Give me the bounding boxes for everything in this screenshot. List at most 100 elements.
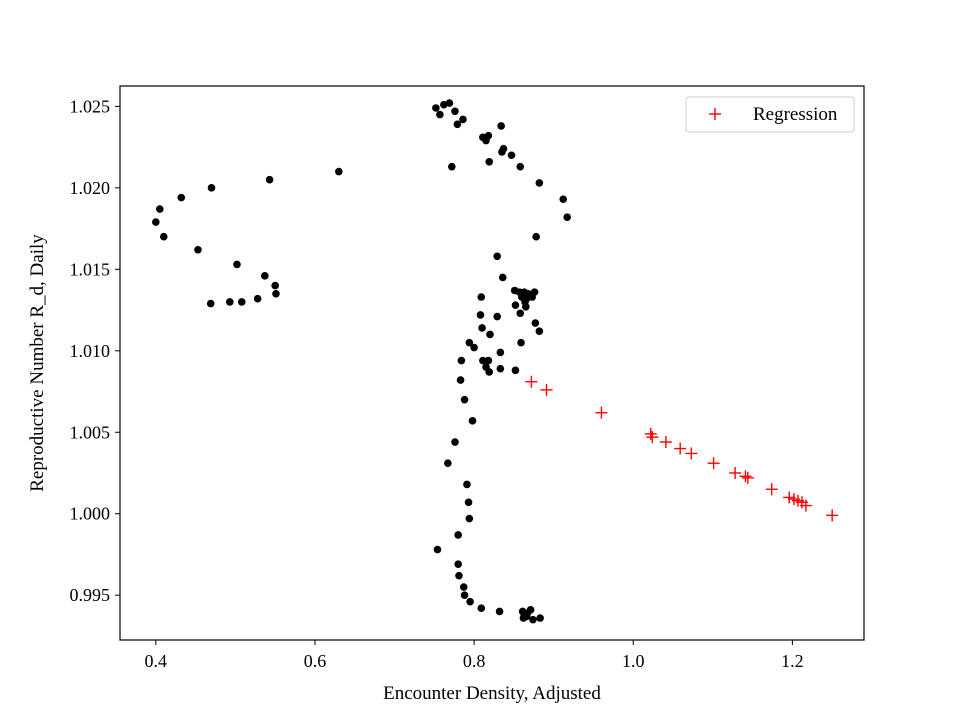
data-point xyxy=(485,368,494,376)
data-point xyxy=(457,356,466,365)
y-tick-label: 1.010 xyxy=(70,341,111,361)
regression-point xyxy=(741,471,754,484)
data-point xyxy=(436,110,444,119)
data-point xyxy=(155,205,164,213)
data-point xyxy=(477,604,486,613)
data-point xyxy=(516,309,525,318)
data-point xyxy=(498,148,506,156)
data-point xyxy=(206,299,215,308)
data-point xyxy=(498,273,507,282)
data-point xyxy=(465,514,474,523)
data-point xyxy=(455,571,463,580)
y-tick-label: 1.005 xyxy=(70,422,111,442)
data-point xyxy=(536,614,544,622)
data-point xyxy=(159,232,168,241)
data-point xyxy=(511,301,520,309)
y-tick-label: 1.000 xyxy=(70,504,111,524)
data-point xyxy=(468,417,477,425)
data-point xyxy=(535,179,544,187)
data-point xyxy=(271,281,279,290)
data-point xyxy=(459,583,468,591)
data-point xyxy=(476,311,485,319)
data-point xyxy=(517,338,525,347)
x-tick-label: 0.6 xyxy=(304,651,327,671)
data-point xyxy=(507,151,516,160)
data-point xyxy=(433,545,442,554)
data-point xyxy=(459,115,467,124)
regression-point xyxy=(765,483,778,496)
data-point xyxy=(463,480,471,489)
data-point xyxy=(493,312,501,321)
data-point xyxy=(532,232,540,241)
regression-point xyxy=(826,509,839,522)
data-point xyxy=(516,162,525,171)
data-point xyxy=(451,438,459,446)
x-tick-label: 1.2 xyxy=(781,651,804,671)
data-point xyxy=(497,122,505,130)
y-tick-label: 0.995 xyxy=(70,585,111,605)
legend-box xyxy=(685,96,855,133)
regression-point xyxy=(525,375,538,388)
data-point xyxy=(496,364,505,373)
data-point xyxy=(496,348,505,357)
regression-point xyxy=(783,491,796,504)
x-tick-label: 0.8 xyxy=(463,651,486,671)
data-point xyxy=(453,120,462,129)
data-point xyxy=(272,289,280,298)
data-point xyxy=(456,376,465,384)
axes: 0.4 0.6 0.8 1.0 1.2 0.995 1.000 1.005 1.010 1.015… xyxy=(70,96,804,671)
data-point xyxy=(445,99,454,107)
data-point xyxy=(495,607,504,616)
regression-point xyxy=(707,457,720,470)
data-point xyxy=(470,343,478,352)
data-point xyxy=(559,195,568,204)
data-point xyxy=(477,293,486,301)
plot-frame xyxy=(119,85,865,641)
data-point xyxy=(451,107,459,116)
legend-label-regression: Regression xyxy=(753,104,838,125)
data-point xyxy=(535,327,544,336)
data-point xyxy=(207,184,216,192)
data-point xyxy=(454,560,462,569)
data-point xyxy=(194,245,202,254)
data-point xyxy=(226,298,234,306)
x-axis-label: Encounter Density, Adjusted xyxy=(383,683,601,704)
legend-marker-regression xyxy=(709,108,721,120)
data-point xyxy=(485,157,494,166)
data-point xyxy=(152,218,160,226)
data-point xyxy=(511,366,520,375)
data-point xyxy=(460,395,469,404)
data-point xyxy=(529,615,537,624)
y-tick-label: 1.015 xyxy=(70,259,111,279)
y-axis-label: Reproductive Number R_d, Daily xyxy=(27,234,48,492)
data-point xyxy=(448,162,456,171)
data-point xyxy=(531,319,540,327)
regression-point xyxy=(595,406,608,419)
data-point xyxy=(454,531,462,539)
data-point xyxy=(493,252,501,261)
regression-point xyxy=(685,447,698,460)
data-point xyxy=(253,294,262,303)
legend: Regression xyxy=(685,96,855,133)
data-point xyxy=(432,104,440,112)
data-point xyxy=(237,298,246,306)
regression-point xyxy=(674,442,687,455)
data-point xyxy=(563,213,571,221)
data-point xyxy=(522,302,530,311)
data-point xyxy=(486,330,494,339)
legend-plus-icon xyxy=(709,108,721,120)
y-tick-label: 1.025 xyxy=(70,96,111,116)
regression-point xyxy=(659,436,672,449)
data-point xyxy=(522,612,531,621)
regression-point xyxy=(644,427,657,440)
regression-point xyxy=(729,466,742,479)
regression-point xyxy=(540,383,553,396)
regression-point xyxy=(739,470,752,483)
data-point xyxy=(444,459,452,468)
data-point xyxy=(335,167,343,176)
y-tick-label: 1.020 xyxy=(70,178,111,198)
x-tick-label: 1.0 xyxy=(622,651,645,671)
data-point xyxy=(528,293,536,301)
data-point xyxy=(466,597,474,606)
